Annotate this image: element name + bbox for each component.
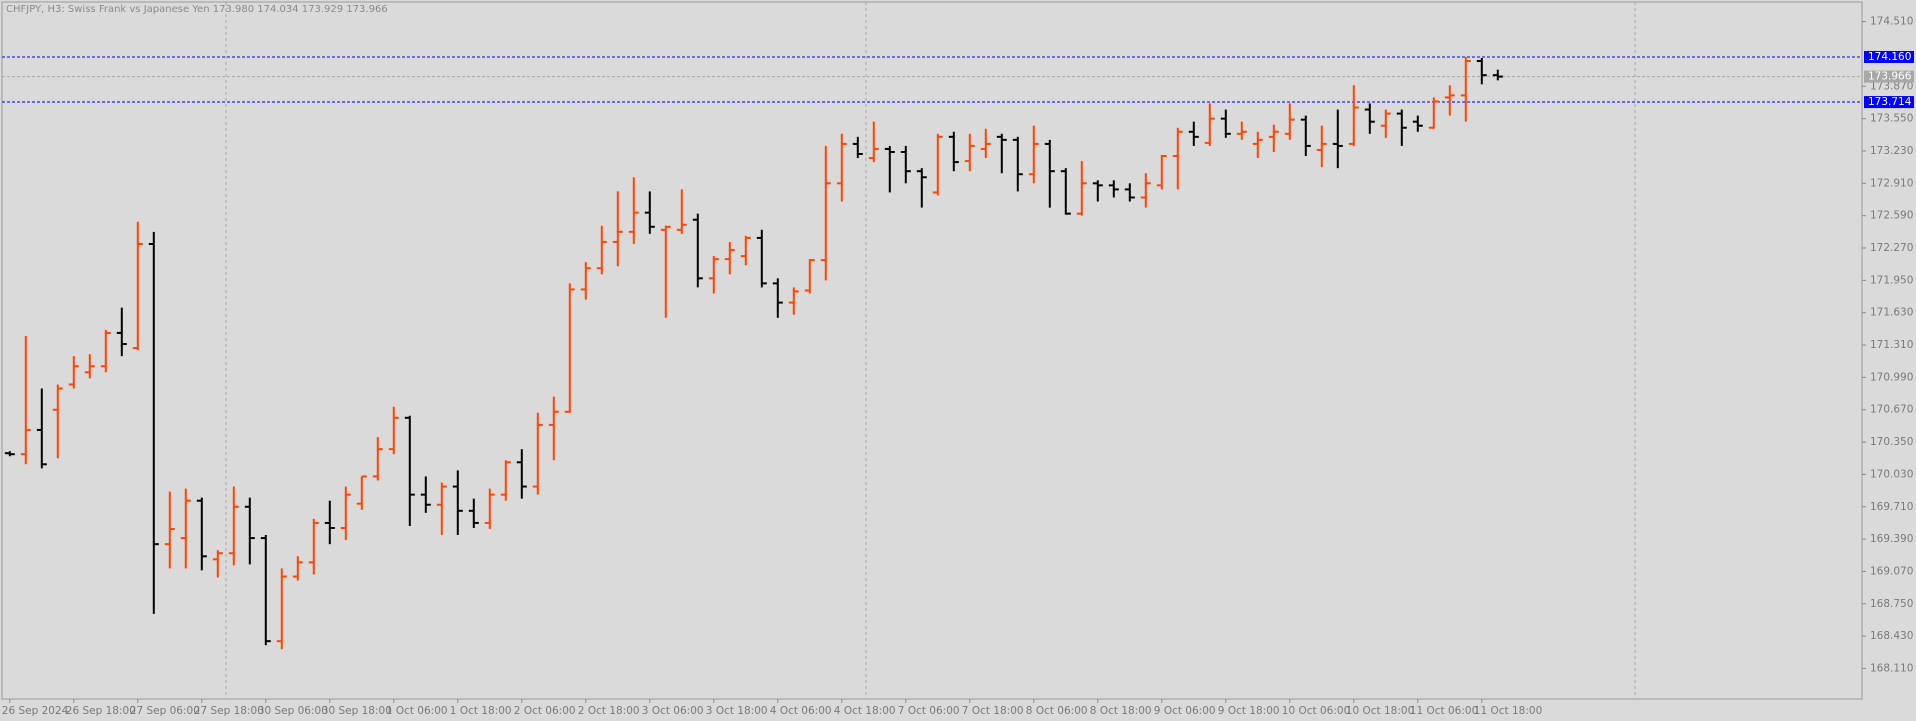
y-tick-label: 173.550 [1870, 113, 1913, 125]
level-label-bg [1864, 50, 1914, 63]
y-tick-label: 170.670 [1870, 404, 1913, 416]
x-tick-label: 27 Sep 06:00 [130, 705, 200, 717]
x-tick-label: 4 Oct 18:00 [834, 705, 896, 717]
level-label: 174.160 [1868, 51, 1911, 63]
y-tick-label: 170.990 [1870, 371, 1913, 383]
x-tick-label: 1 Oct 06:00 [386, 705, 448, 717]
y-tick-label: 170.350 [1870, 436, 1913, 448]
chart-title: CHFJPY, H3: Swiss Frank vs Japanese Yen … [6, 4, 388, 15]
level-label: 173.966 [1868, 71, 1912, 83]
x-tick-label: 7 Oct 06:00 [898, 705, 960, 717]
x-tick-label: 3 Oct 06:00 [642, 705, 704, 717]
x-tick-label: 7 Oct 18:00 [962, 705, 1024, 717]
x-tick-label: 8 Oct 18:00 [1090, 705, 1152, 717]
y-tick-label: 169.390 [1870, 533, 1913, 545]
y-tick-label: 173.870 [1870, 80, 1913, 92]
x-tick-label: 11 Oct 06:00 [1410, 705, 1478, 717]
plot-area [1, 1, 1863, 700]
y-tick-label: 171.310 [1870, 339, 1913, 351]
y-tick-label: 168.430 [1870, 630, 1913, 642]
y-tick-label: 169.710 [1870, 501, 1913, 513]
x-tick-label: 8 Oct 06:00 [1026, 705, 1088, 717]
x-tick-label: 30 Sep 18:00 [322, 705, 392, 717]
y-tick-label: 171.630 [1870, 307, 1913, 319]
y-tick-label: 173.230 [1870, 145, 1913, 157]
y-tick-label: 172.590 [1870, 210, 1913, 222]
x-tick-label: 9 Oct 06:00 [1154, 705, 1216, 717]
x-tick-label: 9 Oct 18:00 [1218, 705, 1280, 717]
x-tick-label: 2 Oct 06:00 [514, 705, 576, 717]
level-label-bg [1864, 70, 1914, 83]
level-label-bg [1864, 96, 1914, 109]
x-tick-label: 30 Sep 06:00 [258, 705, 328, 717]
y-tick-label: 171.950 [1870, 274, 1913, 286]
y-tick-label: 169.070 [1870, 565, 1913, 577]
x-tick-label: 3 Oct 18:00 [706, 705, 768, 717]
x-tick-label: 1 Oct 18:00 [450, 705, 512, 717]
x-tick-label: 27 Sep 18:00 [194, 705, 264, 717]
y-tick-label: 174.510 [1870, 16, 1913, 28]
y-tick-label: 172.910 [1870, 177, 1913, 189]
y-tick-label: 168.750 [1870, 598, 1913, 610]
x-tick-label: 26 Sep 18:00 [66, 705, 136, 717]
x-tick-label: 11 Oct 18:00 [1474, 705, 1542, 717]
x-tick-label: 10 Oct 18:00 [1346, 705, 1414, 717]
x-tick-label: 26 Sep 2024 [2, 705, 69, 717]
x-tick-label: 10 Oct 06:00 [1282, 705, 1350, 717]
y-tick-label: 170.030 [1870, 468, 1913, 480]
y-tick-label: 168.110 [1870, 662, 1913, 674]
level-label: 173.714 [1868, 96, 1912, 108]
y-tick-label: 172.270 [1870, 242, 1913, 254]
x-tick-label: 2 Oct 18:00 [578, 705, 640, 717]
x-tick-label: 4 Oct 06:00 [770, 705, 832, 717]
